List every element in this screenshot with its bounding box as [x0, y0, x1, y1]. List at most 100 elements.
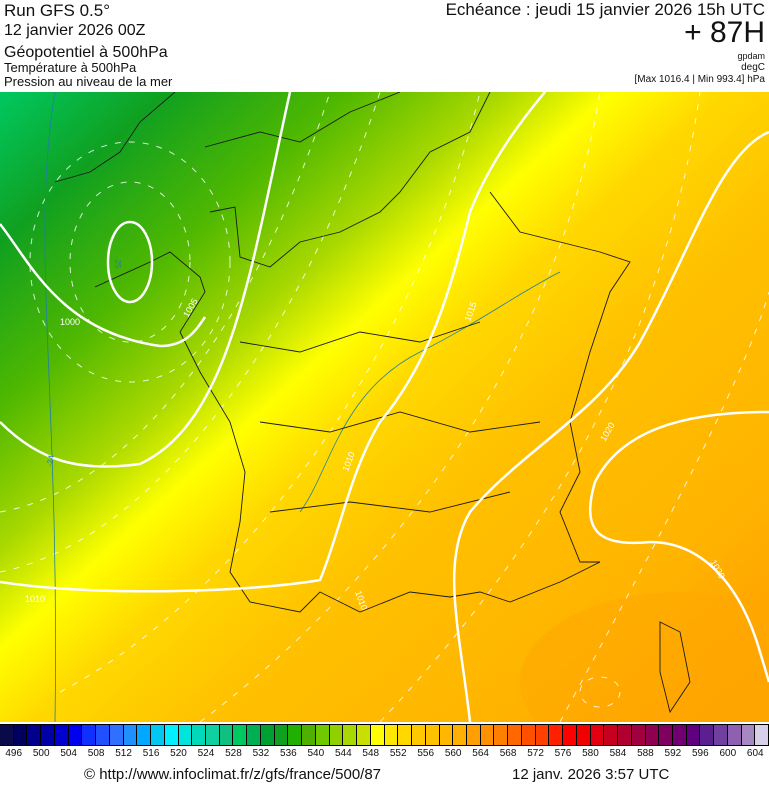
color-swatch: [151, 725, 165, 745]
color-swatch: [604, 725, 619, 745]
color-scale-label: 560: [444, 748, 462, 759]
color-swatch: [357, 725, 371, 745]
isobar-1020: [588, 410, 769, 683]
color-swatch: [27, 725, 42, 745]
color-scale-label: 596: [691, 748, 709, 759]
color-swatch: [618, 725, 632, 745]
color-swatch: [425, 725, 440, 745]
generated-timestamp: 12 janv. 2026 3:57 UTC: [512, 766, 670, 783]
color-swatch: [123, 725, 138, 745]
color-swatch: [563, 725, 577, 745]
color-swatch: [535, 725, 550, 745]
run-date: 12 janvier 2026 00Z: [4, 22, 146, 39]
color-scale-label: 532: [252, 748, 270, 759]
color-scale-label: 580: [582, 748, 599, 759]
color-scale-label: 528: [225, 748, 242, 759]
color-scale-label: 572: [527, 748, 544, 759]
temperature-contours: [44, 92, 561, 722]
color-swatch: [549, 725, 564, 745]
source-url: © http://www.infoclimat.fr/z/gfs/france/…: [84, 766, 382, 783]
unit-degc: degC: [741, 62, 765, 73]
field-geopotential: Géopotentiel à 500hPa: [4, 44, 168, 61]
color-swatch: [453, 725, 467, 745]
field-pressure: Pression au niveau de la mer: [4, 74, 173, 89]
run-title: Run GFS 0.5°: [4, 1, 111, 20]
color-swatch: [219, 725, 234, 745]
forecast-offset: + 87H: [684, 16, 765, 49]
color-scale-label: 536: [280, 748, 297, 759]
color-scale-label: 504: [60, 748, 77, 759]
unit-gpdam: gpdam: [737, 51, 765, 61]
color-swatch: [645, 725, 660, 745]
color-scale-label: 564: [472, 748, 489, 759]
color-swatch: [480, 725, 495, 745]
coastlines-borders: [54, 92, 691, 714]
color-swatch: [398, 725, 413, 745]
color-swatch: [96, 725, 110, 745]
color-swatch: [370, 725, 385, 745]
temperature-labels: -25 -24: [45, 257, 122, 467]
color-swatch: [755, 725, 769, 745]
color-swatch: [631, 725, 646, 745]
isobar-1000: [0, 223, 207, 348]
color-swatch: [13, 725, 28, 745]
color-swatch: [412, 725, 426, 745]
color-scale-label: 496: [5, 748, 23, 759]
color-scale-label: 588: [637, 748, 654, 759]
color-scale-label: 520: [170, 748, 187, 759]
color-swatch: [288, 725, 303, 745]
isobar-1005: [0, 92, 292, 468]
isobar-low-center: [106, 220, 154, 304]
color-scale-label: 512: [115, 748, 132, 759]
isobar-1015: [452, 130, 769, 722]
color-swatch: [164, 725, 179, 745]
color-swatch: [659, 725, 673, 745]
temperature-label: -24: [45, 454, 56, 467]
color-scale-label: 540: [307, 748, 325, 759]
color-scale-label: 576: [554, 748, 572, 759]
color-swatch: [343, 725, 358, 745]
header-left: Run GFS 0.5° 12 janvier 2026 00Z Géopote…: [4, 0, 172, 89]
color-scale-label: 600: [719, 748, 737, 759]
temperature-label: -25: [113, 257, 122, 269]
color-swatch: [672, 725, 687, 745]
color-scale-label: 516: [142, 748, 160, 759]
color-swatch: [466, 725, 481, 745]
color-swatch: [260, 725, 275, 745]
color-swatch: [439, 725, 454, 745]
color-swatch: [0, 725, 14, 745]
color-scale-label: 500: [32, 748, 50, 759]
color-swatch: [384, 725, 399, 745]
color-scale-label: 544: [334, 748, 352, 759]
color-swatch: [54, 725, 69, 745]
color-scale-label: 592: [664, 748, 682, 759]
color-swatch: [274, 725, 289, 745]
color-swatch: [247, 725, 261, 745]
color-scale: [0, 724, 769, 746]
header-right: Echéance : jeudi 15 janvier 2026 15h UTC…: [446, 0, 765, 86]
isobars: [0, 92, 769, 722]
color-swatch: [590, 725, 605, 745]
pressure-range: [Max 1016.4 | Min 993.4] hPa: [634, 74, 765, 85]
color-swatch: [700, 725, 715, 745]
isobar-label: 1000: [60, 317, 80, 327]
color-swatch: [741, 725, 756, 745]
color-swatch: [68, 725, 83, 745]
color-swatch: [714, 725, 728, 745]
echeance: Echéance : jeudi 15 janvier 2026 15h UTC: [445, 0, 765, 19]
color-scale-label: 556: [417, 748, 435, 759]
temperature-isotherms: [0, 92, 769, 722]
color-swatch: [494, 725, 509, 745]
color-swatch: [178, 725, 193, 745]
color-swatch: [315, 725, 330, 745]
color-scale-label: 552: [389, 748, 407, 759]
color-swatch: [521, 725, 536, 745]
color-swatch: [686, 725, 701, 745]
color-swatch: [206, 725, 220, 745]
field-temperature: Température à 500hPa: [4, 60, 137, 75]
color-scale-label: 568: [499, 748, 517, 759]
color-scale-label: 508: [87, 748, 105, 759]
color-swatch: [109, 725, 124, 745]
color-swatch: [137, 725, 152, 745]
isobar-1010: [0, 92, 546, 593]
